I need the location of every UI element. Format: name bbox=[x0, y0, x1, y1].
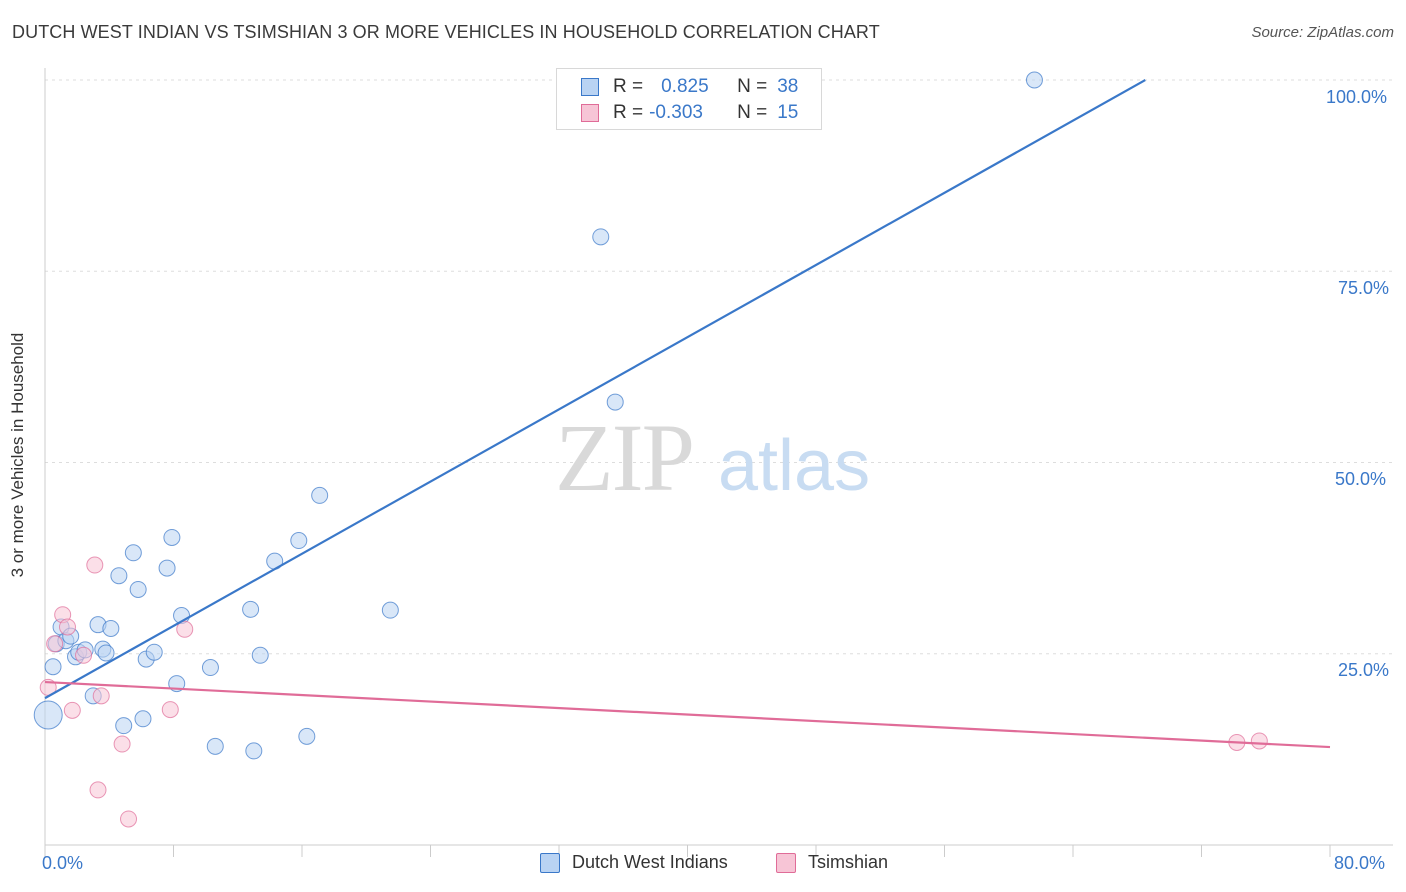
dutch-point bbox=[44, 658, 62, 676]
legend-row-dutch: R = 0.825 N = 38 bbox=[581, 75, 798, 99]
dutch-point bbox=[1025, 71, 1043, 89]
dutch-point bbox=[158, 559, 176, 577]
dutch-point bbox=[242, 600, 260, 618]
dutch-point bbox=[201, 659, 219, 677]
tsimshian-point bbox=[113, 735, 131, 753]
tsimshian-point bbox=[176, 620, 194, 638]
legend-swatch-blue bbox=[581, 78, 599, 96]
source-label: Source: ZipAtlas.com bbox=[1251, 24, 1394, 41]
bottom-legend-dutch: Dutch West Indians bbox=[540, 852, 728, 873]
chart-title: DUTCH WEST INDIAN VS TSIMSHIAN 3 OR MORE… bbox=[12, 22, 880, 42]
watermark-zip: ZIP bbox=[555, 404, 693, 511]
legend-n-value: 38 bbox=[777, 76, 799, 97]
tsimshian-trend-line bbox=[44, 680, 1331, 749]
bottom-legend-label-dutch: Dutch West Indians bbox=[572, 852, 728, 872]
dutch-point bbox=[251, 646, 269, 664]
x-tick-min: 0.0% bbox=[42, 853, 84, 873]
trend-layer bbox=[44, 79, 1331, 749]
bottom-legend-swatch-pink bbox=[776, 852, 796, 873]
x-tick-max: 80.0% bbox=[1334, 853, 1386, 873]
tsimshian-point bbox=[86, 556, 104, 574]
dutch-point bbox=[606, 393, 624, 411]
watermark: ZIP atlas bbox=[555, 404, 870, 511]
legend-n-label: N = bbox=[737, 76, 768, 97]
tsimshian-point bbox=[89, 781, 107, 799]
dutch-point bbox=[298, 727, 316, 745]
dutch-point bbox=[311, 486, 329, 504]
dutch-trend-line bbox=[44, 79, 1146, 700]
dutch-point bbox=[145, 643, 163, 661]
dutch-point bbox=[115, 717, 133, 735]
tsimshian-point bbox=[63, 701, 81, 719]
grid-layer bbox=[45, 79, 1393, 655]
bottom-legend-label-tsimshian: Tsimshian bbox=[808, 852, 889, 872]
y-tick-50: 50.0% bbox=[1335, 469, 1387, 489]
legend-r-label: R = bbox=[613, 102, 644, 123]
tsimshian-point bbox=[75, 646, 93, 664]
dutch-point bbox=[110, 567, 128, 585]
correlation-legend: R = 0.825 N = 38 R = -0.303 N = 15 bbox=[556, 68, 822, 130]
bottom-legend-tsimshian: Tsimshian bbox=[776, 852, 888, 873]
dutch-point bbox=[124, 544, 142, 562]
tsimshian-point bbox=[1250, 732, 1268, 750]
y-tick-25: 25.0% bbox=[1338, 660, 1390, 680]
tsimshian-point bbox=[58, 618, 76, 636]
dutch-point bbox=[290, 532, 308, 550]
legend-row-tsimshian: R = -0.303 N = 15 bbox=[581, 101, 798, 125]
tsimshian-point bbox=[120, 810, 138, 828]
dutch-point bbox=[33, 700, 63, 730]
tsimshian-point bbox=[161, 701, 179, 719]
tsimshian-point bbox=[92, 687, 110, 705]
dutch-point bbox=[134, 710, 152, 728]
dutch-point bbox=[381, 601, 399, 619]
watermark-atlas: atlas bbox=[718, 426, 870, 506]
bottom-legend-swatch-blue bbox=[540, 852, 560, 873]
y-axis-label: 3 or more Vehicles in Household bbox=[8, 332, 27, 578]
y-tick-75: 75.0% bbox=[1338, 278, 1390, 298]
dutch-point bbox=[245, 742, 263, 760]
tsimshian-point bbox=[46, 635, 64, 653]
legend-swatch-pink bbox=[581, 104, 599, 122]
legend-r-value: -0.303 bbox=[649, 102, 703, 123]
legend-r-value: 0.825 bbox=[661, 76, 709, 97]
dutch-point bbox=[592, 228, 610, 246]
points-layer bbox=[33, 71, 1268, 828]
y-tick-100: 100.0% bbox=[1326, 87, 1388, 107]
dutch-point bbox=[206, 737, 224, 755]
legend-n-label: N = bbox=[737, 102, 768, 123]
dutch-point bbox=[102, 620, 120, 638]
dutch-point bbox=[129, 580, 147, 598]
dutch-point bbox=[163, 528, 181, 546]
legend-n-value: 15 bbox=[777, 102, 799, 123]
legend-r-label: R = bbox=[613, 76, 644, 97]
dutch-point bbox=[97, 644, 115, 662]
